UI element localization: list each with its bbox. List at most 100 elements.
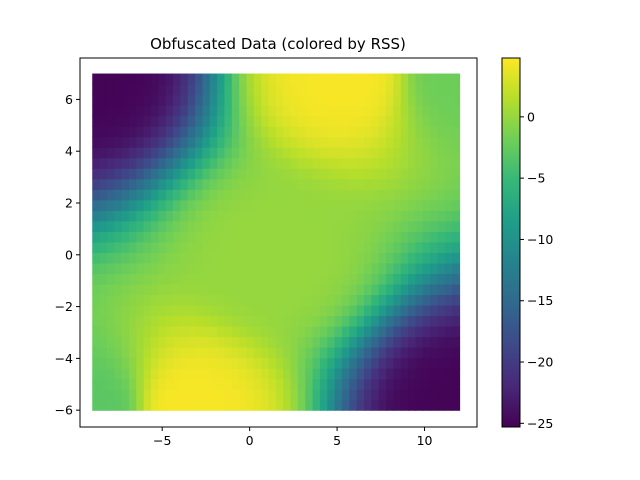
heatmap-cell [386,304,395,317]
heatmap-cell [364,336,372,348]
heatmap-cell [283,241,292,253]
heatmap-cell [452,220,461,232]
heatmap-cell [430,105,439,117]
heatmap-cell [393,326,402,338]
heatmap-cell [283,73,292,85]
heatmap-cell [341,178,350,190]
heatmap-cell [452,326,461,338]
heatmap-cell [128,241,137,253]
heatmap-cell [268,315,277,327]
heatmap-cell [452,199,461,211]
heatmap-cell [305,231,314,243]
heatmap-cell [99,252,108,264]
heatmap-cell [312,147,321,159]
heatmap-cell [173,304,181,317]
heatmap-cell [158,168,167,180]
heatmap-cell [430,368,439,380]
heatmap-cell [386,262,395,275]
heatmap-cell [151,304,159,317]
heatmap-cell [334,262,343,275]
heatmap-cell [341,294,350,306]
heatmap-cell [349,326,358,338]
heatmap-cell [143,94,152,106]
heatmap-cell [364,241,372,253]
heatmap-cell [364,231,372,243]
heatmap-cell [408,389,417,401]
heatmap-cell [312,357,321,369]
heatmap-cell [452,252,461,264]
heatmap-cell [386,283,395,296]
heatmap-cell [246,378,255,390]
heatmap-cell [415,304,424,317]
heatmap-cell [393,199,402,211]
heatmap-cell [165,136,174,148]
heatmap-cell [386,347,395,359]
heatmap-cell [444,262,453,275]
heatmap-cell [290,262,299,275]
heatmap-cell [92,199,101,211]
heatmap-cell [121,347,130,359]
heatmap-cell [452,368,461,380]
heatmap-cell [268,105,277,117]
heatmap-cell [327,347,336,359]
heatmap-cell [209,168,218,180]
heatmap-cell [297,115,306,127]
heatmap-cell [386,399,395,411]
heatmap-cell [202,336,211,348]
heatmap-cell [158,399,167,411]
heatmap-cell [415,399,424,411]
heatmap-cell [136,357,145,369]
heatmap-cell [187,189,196,201]
heatmap-cell [173,115,181,127]
heatmap-cell [393,399,402,411]
heatmap-cell [349,136,358,148]
plot-frame [79,57,478,428]
heatmap-cell [217,136,226,148]
heatmap-cell [121,189,130,201]
heatmap-cell [378,389,387,401]
heatmap-cell [268,357,277,369]
heatmap-cell [356,105,365,117]
heatmap-cell [151,273,159,285]
heatmap-cell [173,231,181,243]
heatmap-cell [275,73,284,85]
heatmap-cell [202,178,211,190]
heatmap-cell [106,315,115,327]
heatmap-cell [408,336,417,348]
heatmap-cell [165,273,174,285]
heatmap-cell [378,84,387,96]
heatmap-cell [327,199,336,211]
heatmap-cell [231,136,240,148]
heatmap-cell [283,168,292,180]
heatmap-cell [422,357,431,369]
heatmap-cell [239,136,248,148]
heatmap-cell [268,304,277,317]
heatmap-cell [121,399,130,411]
heatmap-cell [209,178,218,190]
heatmap-cell [297,147,306,159]
heatmap-cell [400,147,409,159]
heatmap-cell [415,262,424,275]
heatmap-cell [231,241,240,253]
heatmap-cell [92,84,101,96]
heatmap-cell [327,304,336,317]
heatmap-cell [290,315,299,327]
heatmap-cell [305,168,314,180]
heatmap-cell [422,252,431,264]
heatmap-cell [283,336,292,348]
heatmap-cell [92,304,101,317]
heatmap-cell [187,178,196,190]
heatmap-cell [195,199,204,211]
heatmap-cell [99,368,108,380]
heatmap-cell [349,220,358,232]
heatmap-cell [393,262,402,275]
heatmap-cell [312,199,321,211]
heatmap-cell [143,241,152,253]
heatmap-cell [378,399,387,411]
heatmap-cell [173,73,181,85]
heatmap-cell [268,178,277,190]
heatmap-cell [341,252,350,264]
heatmap-cell [312,336,321,348]
heatmap-cell [444,157,453,169]
heatmap-cell [452,389,461,401]
